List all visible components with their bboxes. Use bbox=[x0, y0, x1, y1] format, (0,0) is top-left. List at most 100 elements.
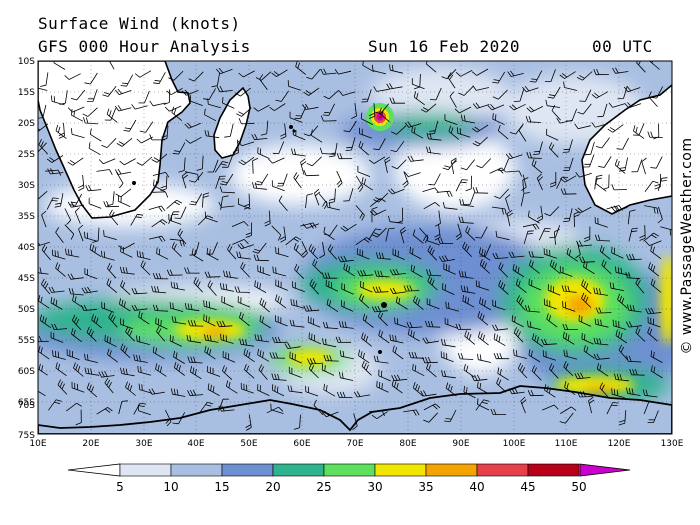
wind-barb bbox=[523, 223, 540, 230]
wind-barb bbox=[359, 127, 372, 139]
wind-barb bbox=[444, 409, 457, 422]
longitude-labels: 10E 20E 30E 40E 50E 60E 70E 80E 90E 100E… bbox=[29, 439, 683, 449]
wind-barb bbox=[561, 285, 577, 293]
wind-barb bbox=[41, 210, 47, 228]
wind-barb bbox=[545, 99, 561, 108]
wind-barb bbox=[487, 104, 505, 111]
wind-barb bbox=[454, 106, 472, 114]
wind-barb bbox=[104, 377, 114, 394]
wind-barb bbox=[371, 64, 386, 75]
wind-barb bbox=[120, 245, 133, 258]
wind-barb bbox=[389, 334, 404, 344]
wind-barb bbox=[359, 293, 370, 309]
wind-barb bbox=[107, 348, 119, 363]
wind-barb bbox=[73, 362, 84, 377]
wind-barb bbox=[305, 385, 319, 397]
wind-barb bbox=[543, 248, 557, 259]
wind-barb bbox=[153, 72, 166, 85]
wind-barb bbox=[184, 267, 200, 274]
wind-barb bbox=[369, 103, 376, 119]
wind-barb bbox=[343, 263, 355, 277]
wind-barb bbox=[253, 104, 270, 112]
wind-barb bbox=[505, 194, 511, 211]
wind-barb bbox=[494, 188, 509, 199]
wind-barb bbox=[528, 349, 541, 363]
wind-barb bbox=[581, 279, 592, 295]
wind-barb bbox=[528, 250, 544, 258]
antarctica-coast bbox=[38, 385, 672, 434]
wind-barb bbox=[325, 279, 339, 292]
wind-barb bbox=[412, 381, 424, 397]
wind-barb bbox=[328, 188, 336, 204]
wind-barb bbox=[471, 68, 489, 76]
wind-barb bbox=[227, 244, 237, 260]
wind-barb bbox=[78, 174, 85, 191]
wind-barb bbox=[106, 108, 118, 123]
wind-barb bbox=[275, 294, 287, 309]
wind-barb bbox=[611, 184, 628, 191]
wind-barb bbox=[361, 332, 372, 347]
wind-barb bbox=[268, 157, 285, 164]
wind-barb bbox=[650, 156, 663, 169]
wind-barb bbox=[355, 175, 364, 192]
wind-barb bbox=[447, 72, 456, 89]
wind-barb bbox=[188, 71, 204, 82]
wind-barb bbox=[358, 140, 370, 156]
wind-barb bbox=[376, 380, 389, 393]
wind-barb bbox=[184, 171, 199, 181]
wind-barb bbox=[171, 388, 186, 397]
wind-barb bbox=[368, 228, 382, 241]
colorbar-label: 25 bbox=[316, 480, 331, 494]
wind-barb bbox=[407, 155, 424, 162]
wind-barb bbox=[463, 385, 476, 399]
wind-barb bbox=[455, 223, 462, 241]
wind-barb bbox=[119, 298, 131, 312]
wind-barb bbox=[290, 298, 305, 309]
wind-barb bbox=[544, 69, 556, 82]
wind-barb bbox=[207, 280, 217, 296]
wind-barb bbox=[220, 333, 234, 344]
wind-barb bbox=[312, 258, 323, 274]
wind-barb bbox=[506, 209, 514, 227]
wind-barb bbox=[513, 349, 527, 359]
wind-barb bbox=[38, 190, 48, 200]
wind-barb bbox=[148, 388, 165, 395]
wind-barb bbox=[429, 87, 442, 101]
wind-barb bbox=[426, 132, 442, 141]
wind-barb bbox=[271, 180, 285, 192]
wind-barb bbox=[275, 247, 289, 258]
wind-barb bbox=[221, 295, 234, 308]
wind-barb bbox=[117, 195, 131, 207]
wind-barb bbox=[496, 377, 507, 393]
wind-barb bbox=[442, 159, 457, 171]
wind-barb bbox=[529, 259, 540, 274]
wind-barb bbox=[460, 285, 476, 294]
wind-barb bbox=[133, 402, 147, 415]
wind-barb bbox=[254, 280, 267, 293]
wind-barb bbox=[507, 70, 524, 77]
wind-barb bbox=[559, 266, 573, 277]
wind-barb bbox=[271, 69, 288, 77]
wind-barb bbox=[643, 232, 660, 242]
wind-barb bbox=[292, 281, 305, 293]
wind-barb bbox=[134, 70, 152, 78]
wind-barb bbox=[577, 391, 593, 398]
wind-barb bbox=[435, 210, 441, 227]
wind-barb bbox=[607, 124, 624, 133]
wind-barb bbox=[131, 288, 148, 295]
wind-barb bbox=[166, 199, 183, 209]
wind-barb bbox=[355, 205, 365, 221]
wind-barb bbox=[493, 352, 510, 360]
wind-barb bbox=[647, 326, 658, 342]
wind-barb bbox=[269, 103, 286, 112]
lon-label: 70E bbox=[346, 439, 363, 449]
wind-barb bbox=[357, 269, 374, 277]
wind-barb bbox=[41, 244, 51, 261]
wind-barb bbox=[160, 175, 168, 192]
wind-barb bbox=[46, 155, 64, 163]
credit-watermark: © www.PassageWeather.com bbox=[676, 60, 698, 432]
wind-barb bbox=[517, 362, 528, 379]
wind-barb bbox=[525, 115, 541, 123]
wind-barb bbox=[48, 286, 65, 293]
wind-barb bbox=[181, 171, 189, 189]
